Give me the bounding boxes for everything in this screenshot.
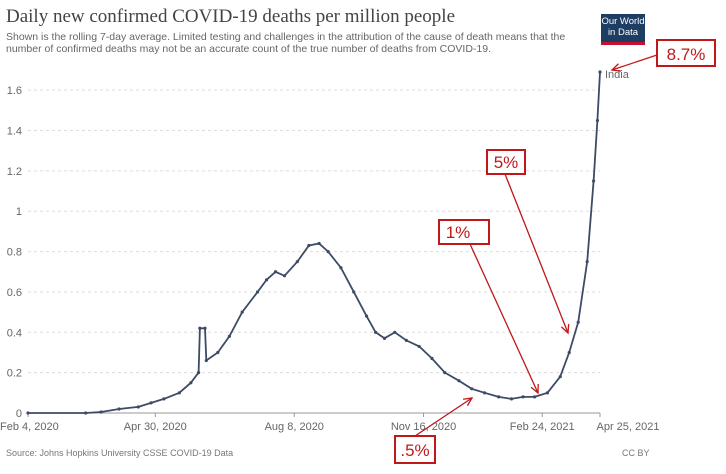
data-point xyxy=(352,290,356,294)
y-tick-label: 0.8 xyxy=(7,247,22,259)
series-points xyxy=(26,70,602,415)
data-point xyxy=(326,249,330,254)
annotation-arrowhead xyxy=(530,383,539,395)
data-point xyxy=(430,356,434,361)
x-tick-label: Feb 4, 2020 xyxy=(0,421,59,433)
annotation-arrow xyxy=(504,173,569,334)
data-point xyxy=(482,391,487,395)
x-tick-label: Apr 25, 2021 xyxy=(597,421,660,433)
data-point xyxy=(417,344,421,349)
license-label[interactable]: CC BY xyxy=(622,448,650,458)
data-point xyxy=(532,395,537,399)
data-point xyxy=(264,278,269,282)
data-point xyxy=(189,381,193,385)
data-point xyxy=(26,411,30,415)
data-point xyxy=(216,350,220,355)
data-point xyxy=(567,350,571,355)
annotation-arrowhead xyxy=(462,397,474,407)
annotation-box xyxy=(486,149,526,175)
data-point xyxy=(84,411,88,415)
data-point xyxy=(558,375,562,379)
y-tick-label: 1.4 xyxy=(7,126,22,138)
annotation-label: 5% xyxy=(494,153,519,172)
data-point xyxy=(255,290,260,294)
x-tick-label: Apr 30, 2020 xyxy=(124,421,187,433)
data-point xyxy=(373,330,378,334)
data-point xyxy=(282,274,287,278)
x-tick-label: Nov 16, 2020 xyxy=(391,421,456,433)
data-point xyxy=(595,118,600,123)
data-point xyxy=(149,401,153,405)
data-point xyxy=(177,391,181,395)
data-point xyxy=(198,326,202,330)
data-point xyxy=(470,387,474,391)
annotation-box xyxy=(394,435,436,464)
data-point xyxy=(307,243,311,248)
annotation-arrow xyxy=(611,54,658,71)
annotation-arrowhead xyxy=(610,63,622,72)
annotation-arrowhead xyxy=(560,323,570,335)
annotation-arrow xyxy=(414,397,473,437)
data-point xyxy=(204,358,208,363)
data-point xyxy=(203,326,207,330)
data-point xyxy=(576,320,580,324)
data-point xyxy=(443,371,447,375)
data-point xyxy=(273,270,278,274)
data-point xyxy=(99,410,103,414)
data-point xyxy=(382,336,387,340)
data-point xyxy=(364,314,369,318)
data-point xyxy=(598,70,602,74)
y-tick-label: 1.2 xyxy=(7,166,22,178)
logo-line-1: Our World xyxy=(601,16,645,27)
owid-logo[interactable]: Our World in Data xyxy=(601,14,645,45)
data-point xyxy=(509,397,514,401)
series-line-india xyxy=(28,71,601,414)
data-point xyxy=(585,260,589,264)
data-point xyxy=(591,179,596,183)
data-point xyxy=(295,260,299,264)
annotation-box xyxy=(438,219,490,245)
data-point xyxy=(457,379,461,383)
y-tick-label: 1.6 xyxy=(7,85,22,97)
annotation-box xyxy=(656,39,716,67)
grid-lines xyxy=(28,89,600,414)
annotation-label: 1% xyxy=(446,223,471,242)
data-point xyxy=(545,391,550,395)
annotation-label: .5% xyxy=(400,441,429,460)
data-point xyxy=(317,241,321,246)
source-note[interactable]: Source: Johns Hopkins University CSSE CO… xyxy=(6,448,234,458)
x-tick-label: Feb 24, 2021 xyxy=(510,421,575,433)
x-tick-label: Aug 8, 2020 xyxy=(265,421,324,433)
y-tick-label: 0.6 xyxy=(7,287,22,299)
data-point xyxy=(162,397,166,401)
data-point xyxy=(136,405,140,409)
chart-subtitle: Shown is the rolling 7-day average. Limi… xyxy=(6,31,566,55)
data-point xyxy=(497,395,501,399)
annotations: 8.7% 5% 1% .5% xyxy=(394,39,716,464)
y-tick-label: 1 xyxy=(16,206,22,218)
annotation-arrow xyxy=(469,243,539,394)
logo-line-2: in Data xyxy=(607,27,639,38)
y-tick-label: 0 xyxy=(16,408,22,420)
data-point xyxy=(240,310,244,314)
annotation-label: 8.7% xyxy=(667,45,706,64)
data-point xyxy=(196,371,201,375)
data-point xyxy=(117,407,121,411)
data-point xyxy=(339,266,343,270)
y-tick-label: 0.2 xyxy=(7,368,22,380)
series-label-india[interactable]: India xyxy=(605,69,630,81)
data-point xyxy=(393,330,397,334)
chart-title: Daily new confirmed COVID-19 deaths per … xyxy=(6,6,456,27)
x-axis-ticks: Feb 4, 2020 Apr 30, 2020 Aug 8, 2020 Nov 16… xyxy=(0,413,660,433)
y-tick-label: 0.4 xyxy=(7,327,22,339)
data-point xyxy=(404,338,408,342)
data-point xyxy=(521,395,525,399)
data-point xyxy=(227,334,231,338)
y-axis-ticks: 0 0.2 0.4 0.6 0.8 1 1.2 1.4 1.6 xyxy=(7,85,22,420)
